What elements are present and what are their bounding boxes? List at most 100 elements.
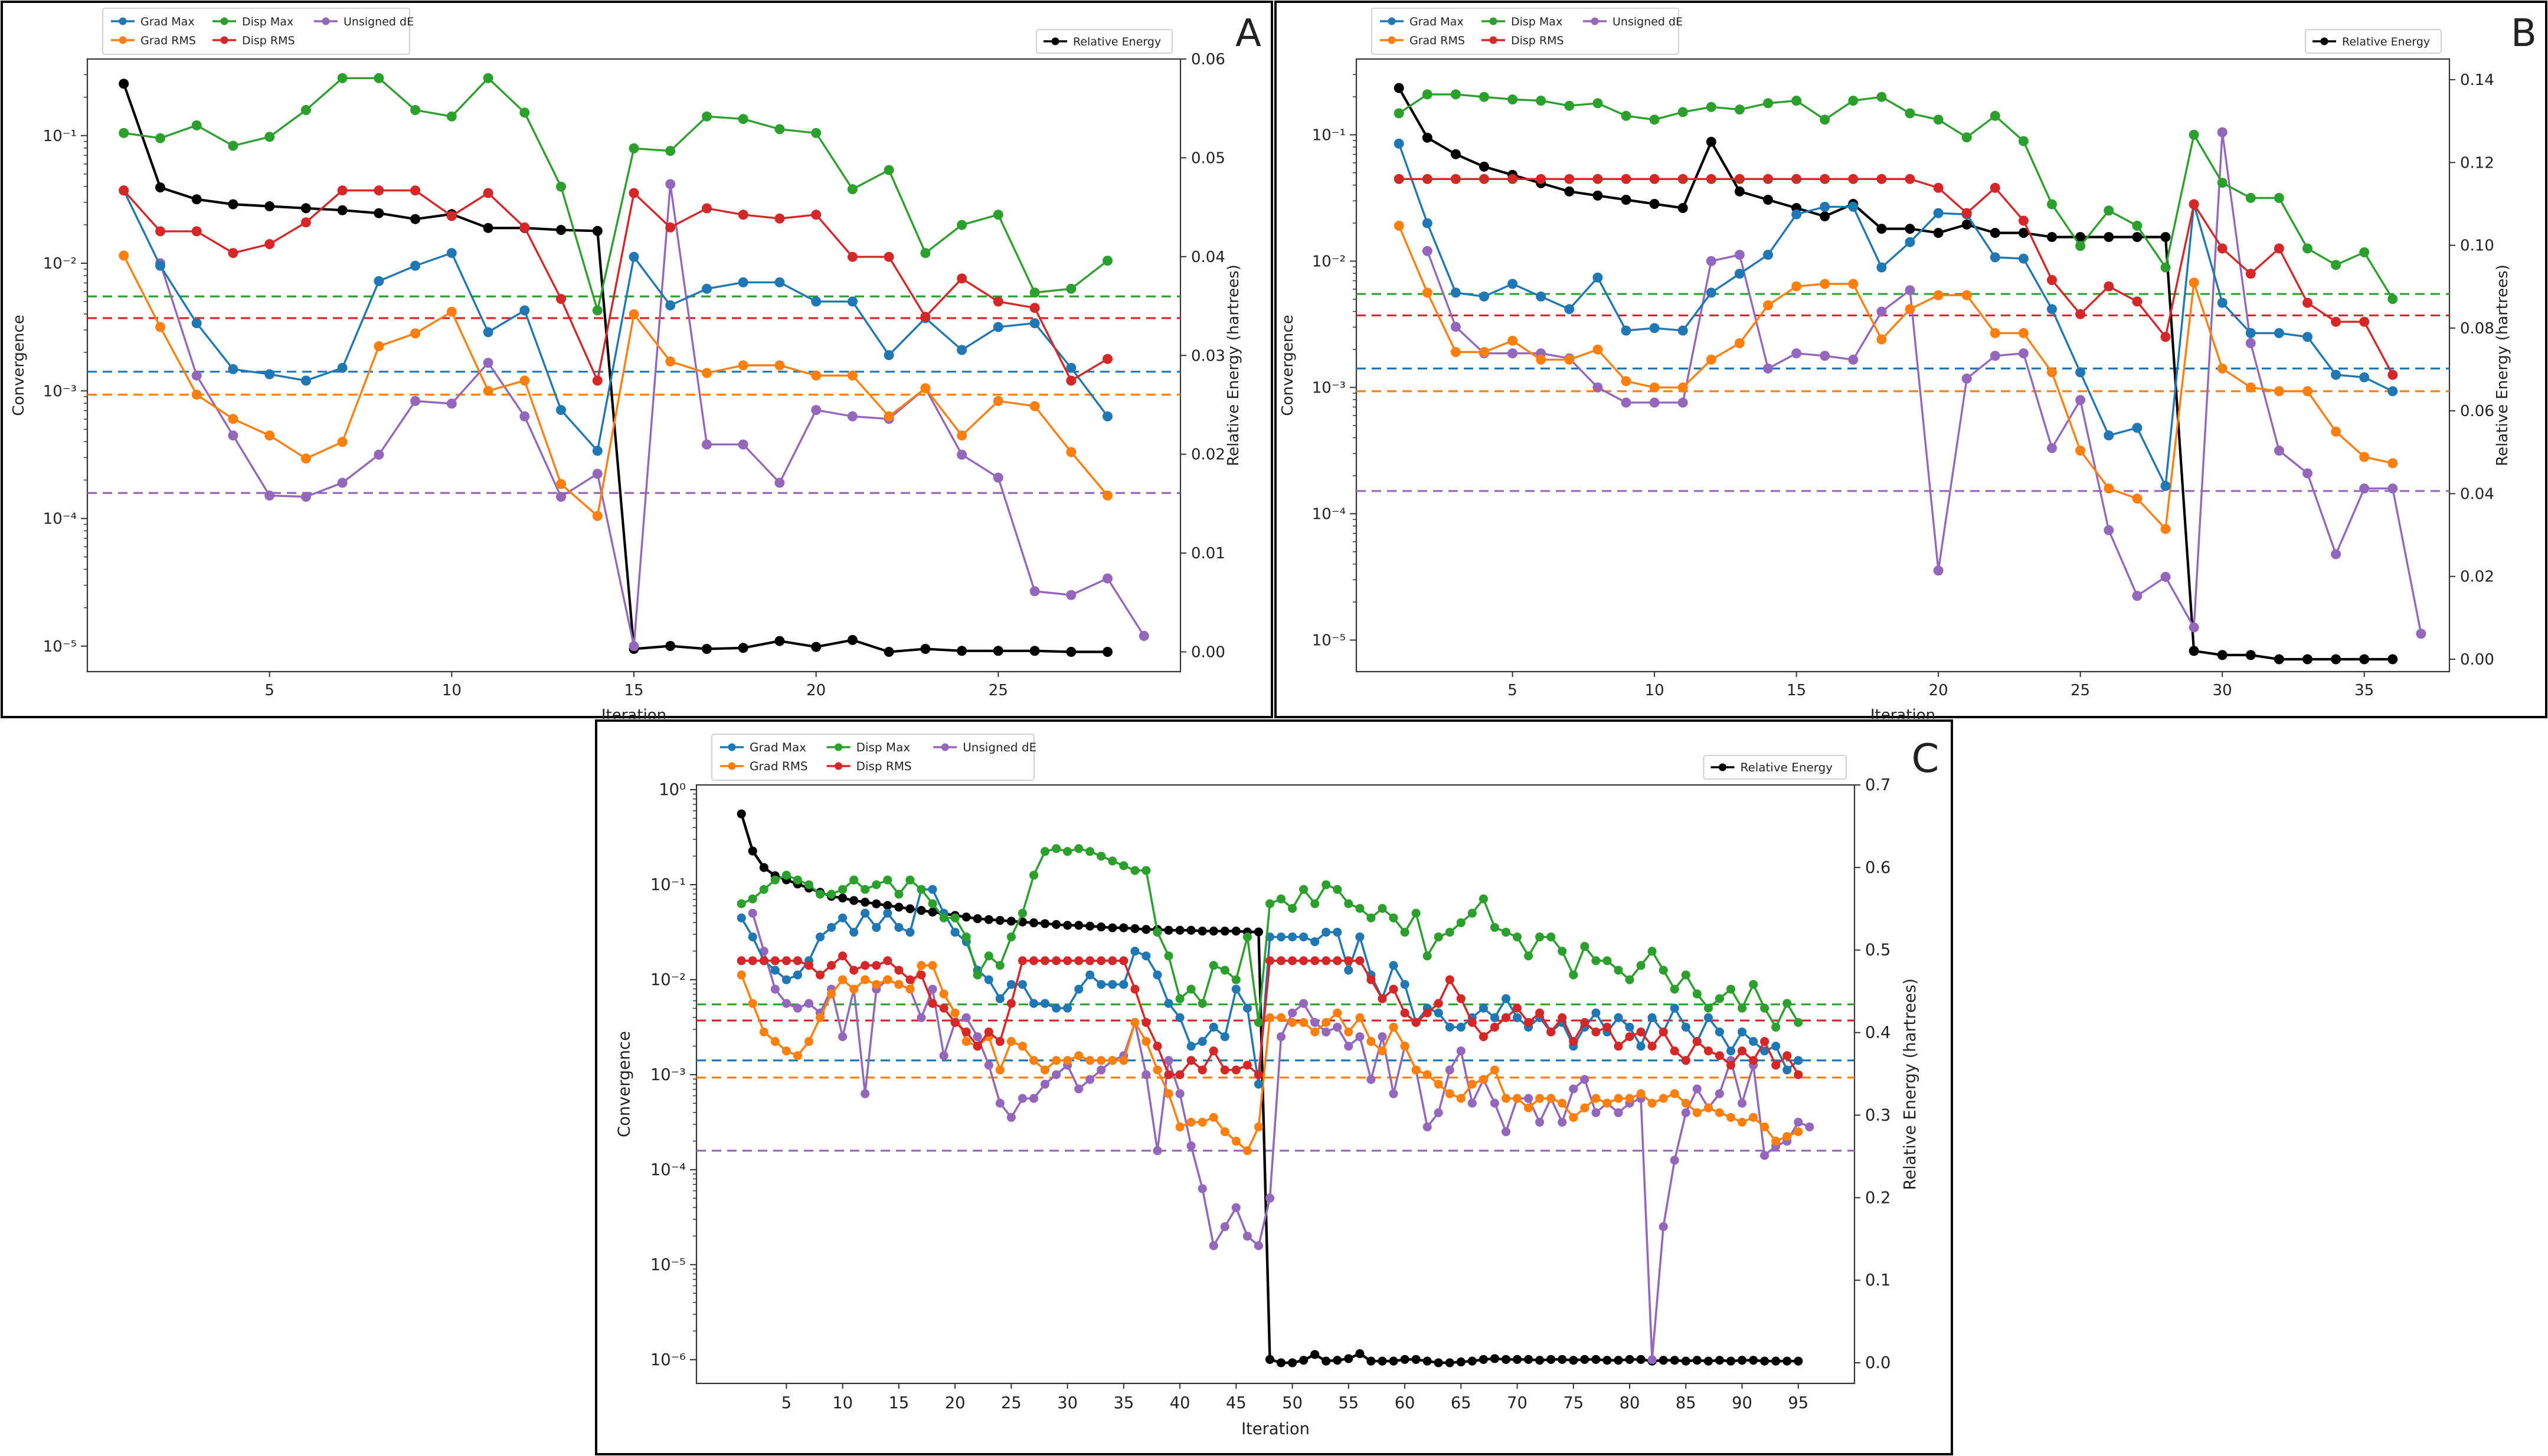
data-point-grad-max <box>1052 1003 1061 1013</box>
data-point-unsigned-de <box>1029 1094 1039 1103</box>
data-point-relative-energy <box>1006 917 1016 926</box>
y-axis-label: Convergence <box>10 315 28 415</box>
x-tick-label: 15 <box>889 1394 910 1412</box>
data-point-grad-max <box>1288 932 1297 942</box>
legend-box <box>102 8 410 55</box>
data-point-disp-max <box>1276 894 1286 904</box>
data-point-disp-max <box>1153 927 1162 937</box>
data-point-relative-energy <box>1569 1356 1578 1365</box>
data-point-disp-max <box>1164 951 1173 961</box>
data-point-disp-rms <box>1535 1008 1545 1017</box>
data-point-grad-max <box>1848 201 1859 212</box>
data-point-unsigned-de <box>1501 1127 1511 1137</box>
data-point-unsigned-de <box>1876 306 1887 317</box>
data-point-disp-rms <box>1445 975 1454 984</box>
data-point-grad-max <box>1760 1046 1769 1056</box>
data-point-disp-rms <box>993 296 1003 307</box>
data-point-disp-rms <box>1905 174 1915 184</box>
data-point-grad-max <box>2132 423 2143 433</box>
legend-label-unsigned-de: Unsigned dE <box>1612 15 1683 28</box>
data-point-grad-max <box>191 318 202 329</box>
data-point-disp-max <box>1394 108 1404 119</box>
data-point-disp-rms <box>1564 174 1575 184</box>
data-point-grad-rms <box>1333 1008 1342 1017</box>
legend-marker-disp-rms <box>220 36 228 44</box>
data-point-disp-max <box>228 140 238 151</box>
data-point-relative-energy <box>1310 1350 1320 1359</box>
data-point-disp-max <box>1450 89 1461 100</box>
data-point-grad-max <box>849 927 859 937</box>
data-point-disp-max <box>2104 205 2114 216</box>
data-point-unsigned-de <box>300 492 311 502</box>
data-point-disp-rms <box>1760 1037 1769 1046</box>
data-point-grad-rms <box>1411 1065 1421 1075</box>
data-point-grad-rms <box>793 1051 802 1061</box>
data-point-relative-energy <box>1771 1356 1781 1366</box>
data-point-disp-max <box>2047 199 2057 210</box>
data-point-relative-energy <box>872 899 881 908</box>
data-point-disp-max <box>2387 294 2398 305</box>
y-tick-label: 10⁻¹ <box>650 876 686 894</box>
data-point-grad-rms <box>1450 347 1461 357</box>
data-point-disp-max <box>1467 908 1477 918</box>
data-point-unsigned-de <box>838 1032 848 1042</box>
data-point-grad-rms <box>1389 1022 1398 1032</box>
series-disp-max <box>737 844 1803 1032</box>
data-point-disp-rms <box>1242 1061 1252 1070</box>
data-point-unsigned-de <box>1794 1117 1803 1127</box>
data-point-unsigned-de <box>1791 348 1802 359</box>
data-point-disp-max <box>410 105 421 115</box>
data-point-relative-energy <box>1602 1356 1612 1365</box>
data-point-relative-energy <box>1254 927 1263 937</box>
data-point-relative-energy <box>737 809 746 819</box>
data-point-unsigned-de <box>191 370 202 381</box>
y-tick-label: 10⁻⁵ <box>1312 632 1346 649</box>
y-tick-label: 10⁻² <box>1312 253 1346 270</box>
data-point-disp-max <box>1536 96 1546 106</box>
data-point-unsigned-de <box>228 430 238 441</box>
legend-marker-grad-max <box>1388 17 1396 25</box>
data-point-grad-max <box>1141 951 1151 961</box>
y-axis-label: Convergence <box>1279 315 1297 415</box>
legend-label-relative-energy: Relative Energy <box>1741 760 1833 774</box>
data-point-grad-rms <box>1378 1046 1387 1056</box>
data-point-disp-rms <box>984 1027 993 1037</box>
data-point-grad-max <box>1400 980 1409 989</box>
data-point-grad-rms <box>2274 386 2284 397</box>
data-point-disp-rms <box>1029 303 1040 313</box>
data-point-grad-max <box>811 296 822 307</box>
data-point-relative-energy <box>1681 1356 1690 1366</box>
data-point-disp-rms <box>1400 1008 1409 1017</box>
data-point-relative-energy <box>2359 654 2370 665</box>
data-point-disp-rms <box>883 956 892 966</box>
data-point-disp-rms <box>2160 332 2171 342</box>
legend-relative-energy: Relative Energy <box>1036 29 1173 54</box>
data-point-grad-rms <box>1507 335 1518 346</box>
y-tick-label: 10⁻³ <box>1312 379 1346 397</box>
data-point-unsigned-de <box>1569 1084 1578 1094</box>
data-point-grad-max <box>1063 1003 1072 1013</box>
legend-marker-disp-max <box>835 743 843 751</box>
data-point-disp-max <box>1763 98 1773 109</box>
data-point-disp-rms <box>827 961 836 970</box>
data-point-grad-rms <box>1535 1094 1545 1103</box>
data-point-disp-max <box>884 165 894 175</box>
data-point-grad-rms <box>770 1037 780 1046</box>
data-point-relative-energy <box>300 203 311 214</box>
data-point-grad-rms <box>1760 1122 1769 1131</box>
x-tick-label: 60 <box>1395 1394 1415 1412</box>
data-point-disp-max <box>1175 994 1185 1003</box>
data-point-unsigned-de <box>2047 443 2057 453</box>
series-unsigned-de <box>155 179 1149 652</box>
data-point-disp-rms <box>1389 984 1398 994</box>
data-point-unsigned-de <box>1006 1113 1016 1122</box>
data-point-grad-max <box>1299 932 1309 942</box>
y2-tick-label: 0.01 <box>1191 545 1225 562</box>
data-point-relative-energy <box>861 898 870 907</box>
data-point-disp-rms <box>905 975 915 984</box>
data-point-unsigned-de <box>1322 1027 1331 1037</box>
data-point-grad-rms <box>1006 1037 1016 1046</box>
panel-label: C <box>1912 735 1939 781</box>
data-point-unsigned-de <box>2217 127 2228 138</box>
data-point-unsigned-de <box>1706 256 1716 266</box>
